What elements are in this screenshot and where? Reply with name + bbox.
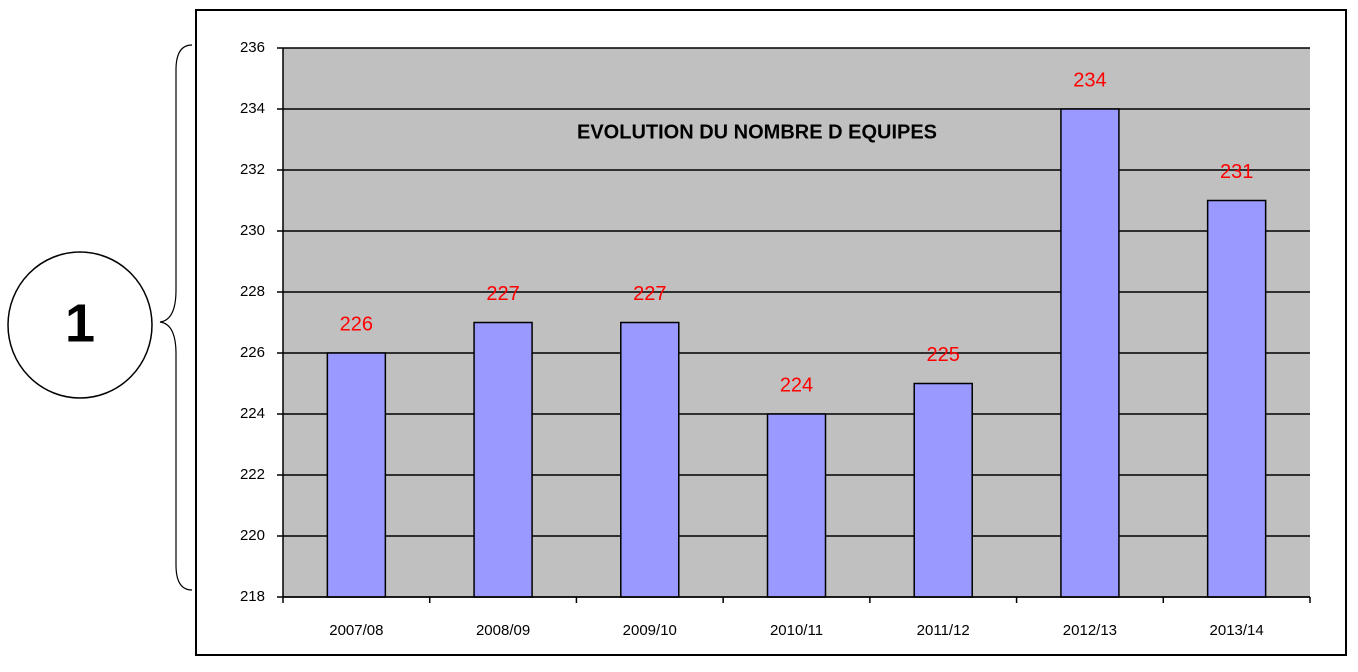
x-tick-label: 2007/08 — [329, 622, 383, 639]
annotation: 1 — [65, 293, 95, 353]
bar — [326, 352, 387, 598]
bar — [766, 413, 827, 598]
x-tick-label: 2009/10 — [623, 622, 677, 639]
data-label: 227 — [486, 283, 519, 305]
data-label: 234 — [1073, 69, 1106, 91]
y-tick-label: 236 — [240, 39, 265, 56]
annotation-circle — [7, 251, 153, 399]
x-tick-label: 2010/11 — [770, 622, 823, 639]
data-label: 231 — [1220, 161, 1253, 183]
x-tick-label: 2011/12 — [917, 622, 970, 639]
y-tick-label: 226 — [240, 344, 265, 361]
data-label: 224 — [780, 374, 813, 396]
bar — [1206, 199, 1267, 598]
bar — [1060, 108, 1120, 598]
bar — [620, 321, 680, 598]
data-label: 227 — [633, 283, 666, 305]
y-tick-label: 222 — [240, 466, 265, 483]
x-tick-label: 2012/13 — [1063, 622, 1117, 639]
data-label: 225 — [927, 344, 960, 366]
brace — [159, 44, 193, 591]
y-tick-label: 234 — [240, 100, 265, 117]
chart-title: EVOLUTION DU NOMBRE D EQUIPES — [577, 121, 937, 143]
x-tick-label: 2013/14 — [1210, 622, 1264, 639]
bar — [473, 321, 533, 598]
y-tick-label: 230 — [240, 222, 265, 239]
y-tick-label: 218 — [240, 588, 265, 605]
x-tick-label: 2008/09 — [476, 622, 530, 639]
bar — [913, 382, 973, 598]
data-label: 226 — [340, 313, 373, 335]
y-tick-label: 220 — [240, 527, 265, 544]
y-tick-label: 224 — [240, 405, 265, 422]
y-tick-label: 228 — [240, 283, 265, 300]
y-tick-label: 232 — [240, 161, 265, 178]
